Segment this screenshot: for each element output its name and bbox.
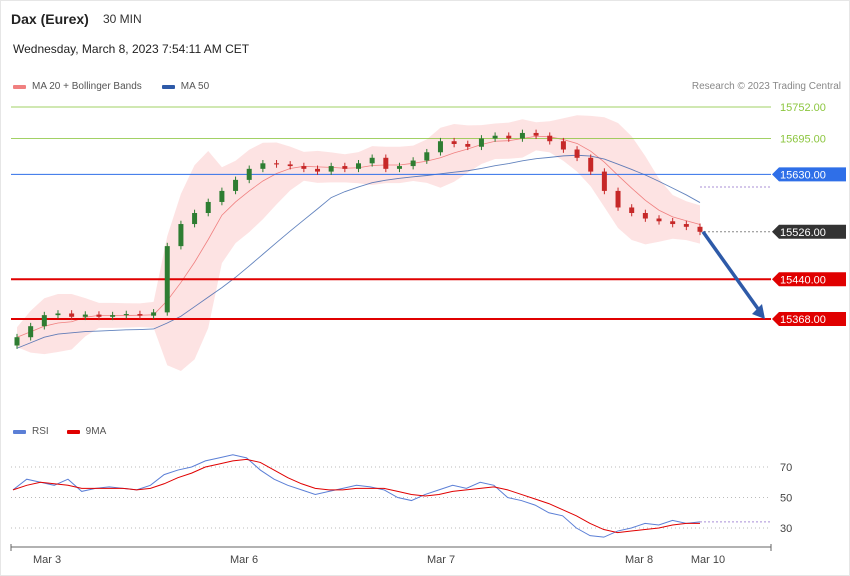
candle-body [301,166,307,169]
candle-body [315,168,321,172]
candle-body [123,314,129,316]
rsi-line [12,454,701,538]
candle-body [642,213,648,219]
level-tag-bg-4 [772,272,846,287]
x-axis: Mar 3 Mar 6 Mar 7 Mar 8 Mar 10 [10,544,772,566]
instrument-title: Dax (Eurex) [11,11,89,27]
candle-body [465,143,471,147]
candle-body [151,312,157,316]
rsi-legend: RSI 9MA [13,426,106,437]
candle-body [697,226,703,232]
candle-body [287,164,293,167]
candle-body [574,149,580,158]
candle-body [451,141,457,144]
candle-body [110,315,116,317]
credit-label: Research © 2023 Trading Central [691,81,841,92]
candles [14,129,703,349]
candle-body [410,160,416,167]
x-tick-label-1: Mar 6 [230,554,258,566]
candle-body [274,163,280,165]
candle-body [55,313,61,316]
candle-body [342,166,348,169]
rsi-tick-label-0: 70 [780,462,792,474]
candle-body [629,207,635,213]
candle-body [533,132,539,136]
candle-body [478,138,484,147]
candle-body [601,171,607,191]
rsi-legend-label: RSI [32,426,49,437]
candle-body [164,246,170,313]
candle-body [369,157,375,164]
candle-body [656,218,662,222]
candle-body [69,313,75,317]
level-tag-1: 15695.00 [780,133,826,145]
candle-body [205,201,211,213]
candle-body [328,166,334,172]
rsi-tick-label-2: 30 [780,523,792,535]
candle-body [28,326,34,338]
level-tags: 15752.00 15695.00 15630.00 15526.00 15440.00… [772,102,846,326]
rsi-ma-swatch [66,429,80,434]
price-levels [11,106,771,320]
candle-body [233,179,239,191]
candle-body [178,224,184,247]
candle-body [506,135,512,139]
candle-body [219,190,225,202]
datetime-label: Wednesday, March 8, 2023 7:54:11 AM CET [13,42,250,56]
candle-body [96,314,102,317]
rsi-panel: 70 50 30 [11,454,792,538]
rsi-ma-legend-label: 9MA [85,426,107,437]
candle-body [588,157,594,172]
candle-body [396,166,402,169]
ma50-line [16,154,701,349]
candle-body [246,168,252,180]
timeframe-label[interactable]: 30 MIN [103,12,142,26]
candle-body [82,314,88,317]
candle-body [519,132,525,139]
ma20-legend-label: MA 20 + Bollinger Bands [32,81,142,92]
level-tag-4: 15440.00 [780,274,826,286]
candle-body [260,163,266,169]
x-tick-label-0: Mar 3 [33,554,61,566]
candle-body [670,221,676,225]
level-tag-3: 15526.00 [780,227,826,239]
bollinger-bands [16,115,701,372]
candle-body [424,152,430,161]
candle-body [41,315,47,327]
candle-body [356,163,361,169]
rsi-swatch [13,429,26,434]
rsi-ma-line [12,458,700,534]
rsi-tick-label-1: 50 [780,493,792,505]
level-tag-bg-5 [772,312,846,326]
bollinger-fill [17,115,700,372]
candle-body [137,314,143,316]
ma50-legend-label: MA 50 [180,81,210,92]
ma50-path [16,154,701,349]
x-tick-label-2: Mar 7 [427,554,455,566]
candle-body [14,337,20,346]
candle-body [437,141,443,153]
candle-body [615,190,621,208]
price-legend: MA 20 + Bollinger Bands MA 50 [13,81,209,92]
candle-body [192,213,198,225]
ma20-swatch [13,84,26,89]
candle-body [492,135,498,139]
level-tag-5: 15368.00 [780,314,826,326]
projection-arrow [701,230,765,319]
x-tick-label-3: Mar 8 [625,554,653,566]
level-tag-bg-3 [772,224,846,239]
level-tag-0: 15752.00 [780,102,826,114]
x-tick-label-4: Mar 10 [691,554,725,566]
ma50-swatch [161,84,175,89]
candle-body [683,224,689,227]
candle-body [560,141,566,150]
level-tag-2: 15630.00 [780,169,826,181]
candle-body [383,157,389,169]
level-tag-bg-2 [772,167,846,182]
projection-arrowhead [752,304,765,319]
candle-body [547,135,553,142]
projection-line [701,230,763,315]
